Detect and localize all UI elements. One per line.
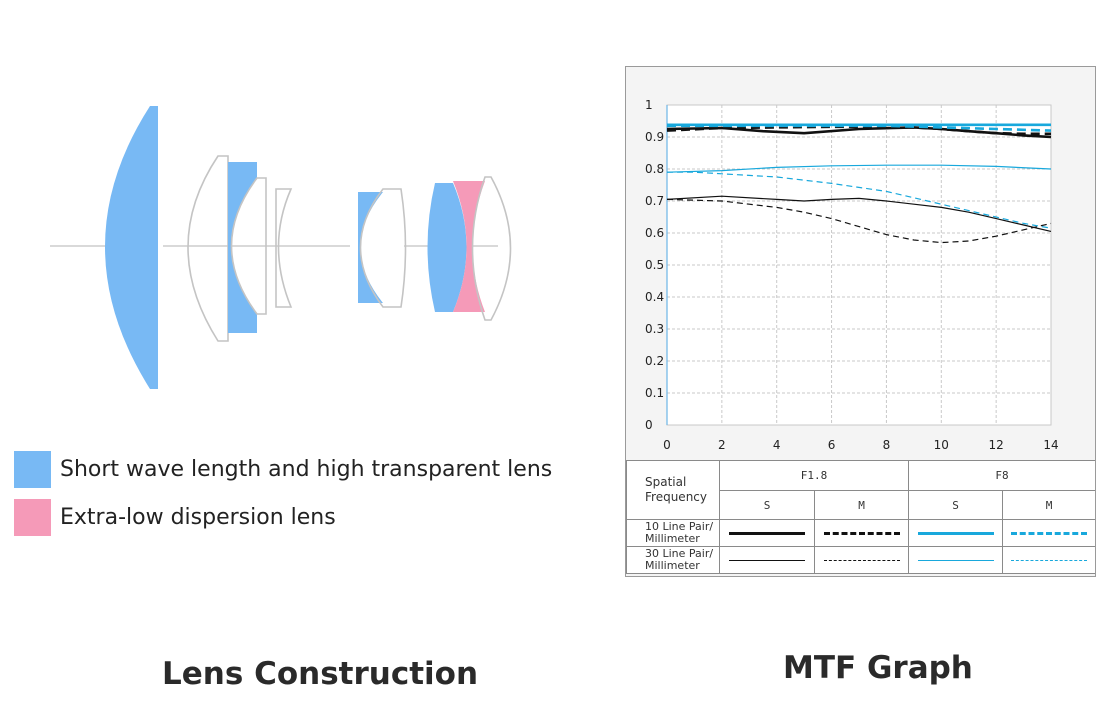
lens-element-3: [228, 162, 257, 333]
sample-cell: [908, 546, 1003, 574]
lens-element-4: [230, 177, 267, 315]
legend-label: Short wave length and high transparent l…: [60, 456, 553, 482]
y-tick-label: 0.2: [645, 354, 664, 368]
y-tick-label: 0.8: [645, 162, 664, 176]
direction-header: S: [908, 490, 1003, 520]
aperture-header-f1.8: F1.8: [719, 460, 909, 491]
mtf-graph-panel: 0 0.1 0.2 0.3 0.4 0.5 0.6 0.7 0.8 0.9 1 0 2 4 6 8 10 12 14…: [625, 66, 1096, 577]
lens-element-9: [453, 181, 485, 312]
series-lines: [666, 123, 1052, 244]
legend-item-pink: Extra-low dispersion lens: [14, 498, 336, 536]
legend-swatch-blue: [14, 450, 51, 488]
y-tick-label: 0.7: [645, 194, 664, 208]
lens-element-8: [427, 183, 467, 312]
x-tick-label: 0: [663, 438, 671, 452]
legend-label: Extra-low dispersion lens: [60, 504, 336, 530]
y-tick-label: 0.9: [645, 130, 664, 144]
lens-element-6: [358, 192, 383, 303]
x-tick-label: 10: [934, 438, 949, 452]
line-sample-f18-m-10: [823, 531, 900, 535]
line-sample-f8-s-10: [917, 531, 994, 535]
aperture-header-f8: F8: [908, 460, 1095, 491]
lens-element-10: [471, 176, 512, 321]
x-tick-label: 4: [773, 438, 781, 452]
sample-cell: [814, 546, 909, 574]
x-tick-label: 14: [1043, 438, 1058, 452]
sample-cell: [908, 519, 1003, 547]
y-tick-label: 1: [645, 98, 653, 112]
grid: [667, 105, 1051, 425]
line-sample-f8-m-10: [1011, 531, 1087, 535]
sample-cell: [1002, 519, 1095, 547]
line-sample-f18-s-10: [729, 531, 805, 535]
direction-header: M: [814, 490, 909, 520]
sample-cell: [814, 519, 909, 547]
mtf-graph-caption: MTF Graph: [783, 650, 973, 686]
x-tick-label: 2: [718, 438, 726, 452]
frequency-row-label-30: 30 Line Pair/ Millimeter: [626, 546, 720, 574]
y-tick-label: 0.5: [645, 258, 664, 272]
x-tick-label: 12: [989, 438, 1004, 452]
frequency-row-label-10: 10 Line Pair/ Millimeter: [626, 519, 720, 547]
series-line-4: [666, 195, 1052, 232]
sample-cell: [1002, 546, 1095, 574]
y-tick-label: 0.6: [645, 226, 664, 240]
y-tick-label: 0.1: [645, 386, 664, 400]
lens-element-2: [187, 155, 229, 342]
y-tick-label: 0: [645, 418, 653, 432]
sample-cell: [719, 546, 815, 574]
x-tick-label: 6: [828, 438, 836, 452]
line-sample-f8-s-30: [917, 559, 994, 561]
direction-header: M: [1002, 490, 1095, 520]
mtf-chart: 00.10.20.30.40.50.60.70.80.910 2 4 6 8 10 12 14: [645, 98, 1059, 452]
y-tick-label: 0.4: [645, 290, 664, 304]
lens-element-1: [105, 106, 158, 389]
x-tick-label: 8: [883, 438, 891, 452]
series-line-3: [667, 124, 1052, 132]
y-tick-label: 0.3: [645, 322, 664, 336]
mtf-legend-table: Spatial Frequency F1.8 F8 S M S M 10 Lin…: [626, 460, 1095, 574]
line-sample-f18-s-30: [729, 559, 805, 561]
axes: 00.10.20.30.40.50.60.70.80.910 2 4 6 8 10 12 14: [645, 98, 1059, 452]
sample-cell: [719, 519, 815, 547]
spatial-frequency-header: Spatial Frequency: [626, 460, 720, 520]
series-line-6: [666, 164, 1052, 173]
line-sample-f18-m-30: [823, 559, 900, 561]
lens-construction-caption: Lens Construction: [162, 656, 479, 692]
direction-header: S: [719, 490, 815, 520]
line-sample-f8-m-30: [1011, 559, 1087, 561]
lens-element-7: [359, 188, 407, 308]
legend-swatch-pink: [14, 498, 51, 536]
lens-construction-diagram: [50, 106, 512, 389]
lens-element-5: [275, 188, 293, 308]
legend-item-blue: Short wave length and high transparent l…: [14, 450, 552, 488]
series-line-7: [667, 171, 1052, 229]
